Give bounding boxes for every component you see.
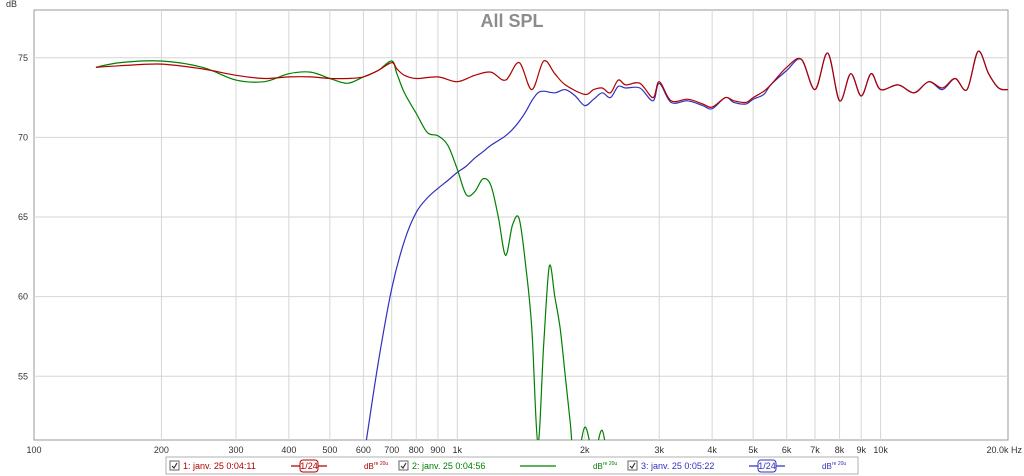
x-tick-label: 900	[430, 445, 445, 455]
x-tick-label: 400	[281, 445, 296, 455]
legend-checkbox-1[interactable]	[169, 460, 180, 471]
smoothing-label: 1/24	[758, 461, 776, 471]
y-axis-ticks: 55 60 65 70 75	[18, 53, 28, 382]
legend-unit-3: dB	[822, 462, 832, 471]
checkmark-icon	[400, 462, 407, 469]
x-tick-label: 2k	[580, 445, 590, 455]
x-tick-label: 200	[154, 445, 169, 455]
legend-frame	[165, 456, 859, 475]
x-tick-label: 3k	[654, 445, 664, 455]
checkmark-icon	[171, 462, 178, 469]
legend-unit-sup: re 20u	[374, 461, 388, 467]
y-tick-label: 75	[18, 53, 28, 63]
series-line-1	[95, 50, 1008, 108]
x-tick-label: 20.0k Hz	[986, 445, 1022, 455]
legend-label-3: 3: janv. 25 0:05:22	[641, 461, 714, 471]
x-tick-label: 300	[228, 445, 243, 455]
x-tick-label: 4k	[707, 445, 717, 455]
legend-checkbox-3[interactable]	[627, 460, 638, 471]
legend-unit-sup: re 20u	[603, 461, 617, 467]
x-tick-label: 5k	[748, 445, 758, 455]
y-tick-label: 60	[18, 292, 28, 302]
x-tick-label: 600	[356, 445, 371, 455]
smoothing-badge[interactable]	[299, 459, 319, 473]
series-line-2	[95, 60, 606, 440]
legend-checkbox-2[interactable]	[398, 460, 409, 471]
legend-label-1: 1: janv. 25 0:04:11	[183, 461, 256, 471]
chart-title: All SPL	[480, 11, 543, 31]
checkmark-icon	[629, 462, 636, 469]
y-tick-label: 70	[18, 132, 28, 142]
x-tick-label: 6k	[782, 445, 792, 455]
legend: 1: janv. 25 0:04:11 1/24 dB re 20u 2: janv. …	[165, 456, 859, 475]
x-tick-label: 1k	[453, 445, 463, 455]
legend-label-2: 2: janv. 25 0:04:56	[412, 461, 485, 471]
x-tick-label: 10k	[873, 445, 888, 455]
legend-unit-2: dB	[593, 462, 603, 471]
x-tick-label: 100	[26, 445, 41, 455]
series-lines	[95, 50, 1008, 440]
x-tick-label: 700	[384, 445, 399, 455]
y-tick-label: 55	[18, 371, 28, 381]
x-tick-label: 800	[409, 445, 424, 455]
x-axis-ticks: 100 200 300 400 500 600 700 800 900 1k 2k 3k 4k 5k 6k 7…	[26, 445, 1022, 455]
y-tick-label: 65	[18, 212, 28, 222]
legend-unit-1: dB	[364, 462, 374, 471]
legend-unit-sup: re 20u	[832, 461, 846, 467]
x-tick-label: 500	[322, 445, 337, 455]
x-tick-label: 8k	[835, 445, 845, 455]
smoothing-label: 1/24	[300, 461, 318, 471]
x-tick-label: 7k	[810, 445, 820, 455]
x-tick-label: 9k	[856, 445, 866, 455]
smoothing-badge[interactable]	[757, 459, 777, 473]
y-axis-label: dB	[6, 0, 17, 9]
